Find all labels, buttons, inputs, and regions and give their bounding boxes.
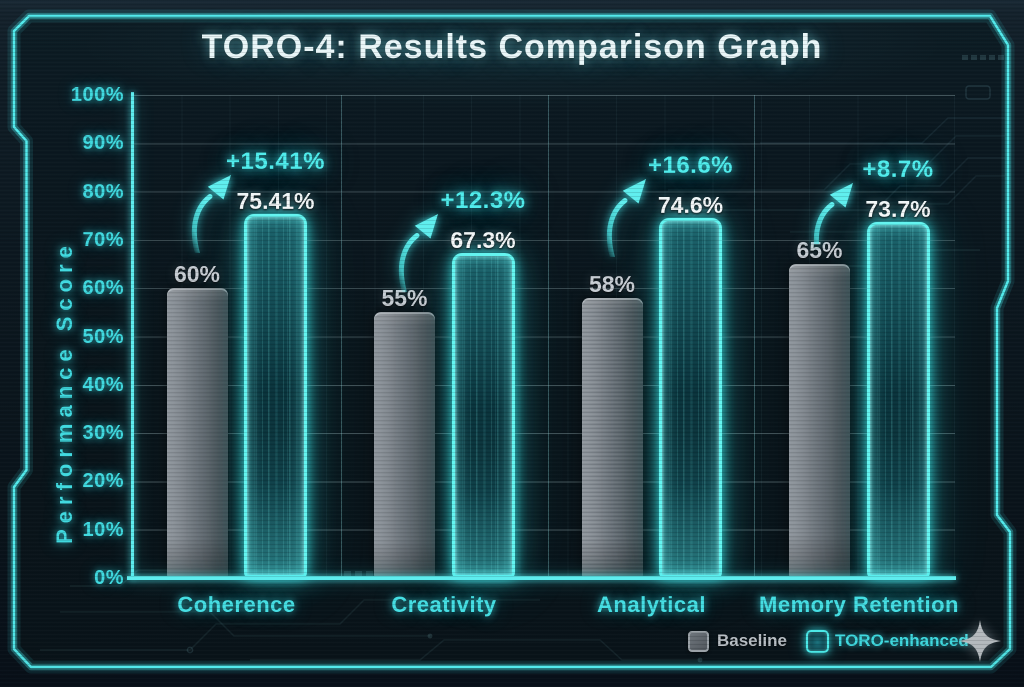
improvement-arrow-icon — [606, 178, 646, 257]
y-tick-label: 0% — [94, 567, 124, 589]
legend-swatch-toro-enhanced — [806, 630, 829, 653]
y-axis-line — [131, 92, 134, 579]
bar-baseline — [789, 264, 850, 578]
chart-title: TORO-4: Results Comparison Graph — [201, 28, 823, 66]
bar-toro-enhanced — [659, 217, 722, 578]
x-category-label: Memory Retention — [759, 592, 959, 617]
enhanced-value-label: 73.7% — [865, 196, 931, 223]
legend-label-toro-enhanced: TORO-enhanced — [835, 631, 969, 650]
bar-baseline — [374, 312, 435, 578]
enhanced-value-label: 74.6% — [657, 191, 724, 218]
y-tick-label: 70% — [82, 228, 124, 251]
y-tick-label: 30% — [82, 422, 124, 445]
y-tick-label: 50% — [82, 325, 124, 348]
baseline-value-label: 60% — [173, 261, 221, 288]
improvement-label: +8.7% — [862, 156, 934, 184]
bar-baseline — [581, 297, 643, 578]
improvement-label: +16.6% — [647, 151, 734, 179]
y-tick-label: 20% — [82, 470, 124, 493]
y-tick-label: 40% — [82, 373, 124, 396]
y-tick-label: 10% — [82, 518, 124, 541]
baseline-value-label: 58% — [588, 270, 636, 297]
improvement-arrow-icon — [813, 183, 853, 245]
sparkle-icon — [959, 620, 1001, 662]
improvement-label: +12.3% — [440, 186, 526, 214]
bar-toro-enhanced — [451, 252, 515, 578]
baseline-value-label: 65% — [796, 237, 843, 264]
improvement-label: +15.41% — [226, 147, 325, 175]
bar-baseline — [166, 288, 228, 578]
bar-toro-enhanced — [244, 213, 307, 578]
x-category-label: Creativity — [391, 592, 497, 617]
improvement-arrow-icon — [398, 213, 438, 292]
category-separator-line — [341, 95, 342, 577]
legend-label-baseline: Baseline — [717, 631, 787, 650]
x-category-label: Analytical — [597, 592, 706, 617]
category-separator-line — [547, 95, 549, 577]
y-tick-label: 100% — [70, 84, 124, 106]
category-separator-line — [754, 95, 755, 577]
y-tick-label: 90% — [82, 132, 124, 155]
enhanced-value-label: 67.3% — [450, 226, 516, 253]
bar-toro-enhanced — [866, 222, 930, 578]
legend-swatch-baseline — [688, 631, 709, 652]
x-category-label: Coherence — [177, 592, 296, 617]
improvement-arrow-icon — [191, 174, 231, 253]
enhanced-value-label: 75.41% — [236, 187, 315, 214]
y-tick-label: 80% — [82, 180, 124, 203]
y-tick-label: 60% — [82, 277, 124, 300]
x-axis-line — [127, 576, 956, 580]
